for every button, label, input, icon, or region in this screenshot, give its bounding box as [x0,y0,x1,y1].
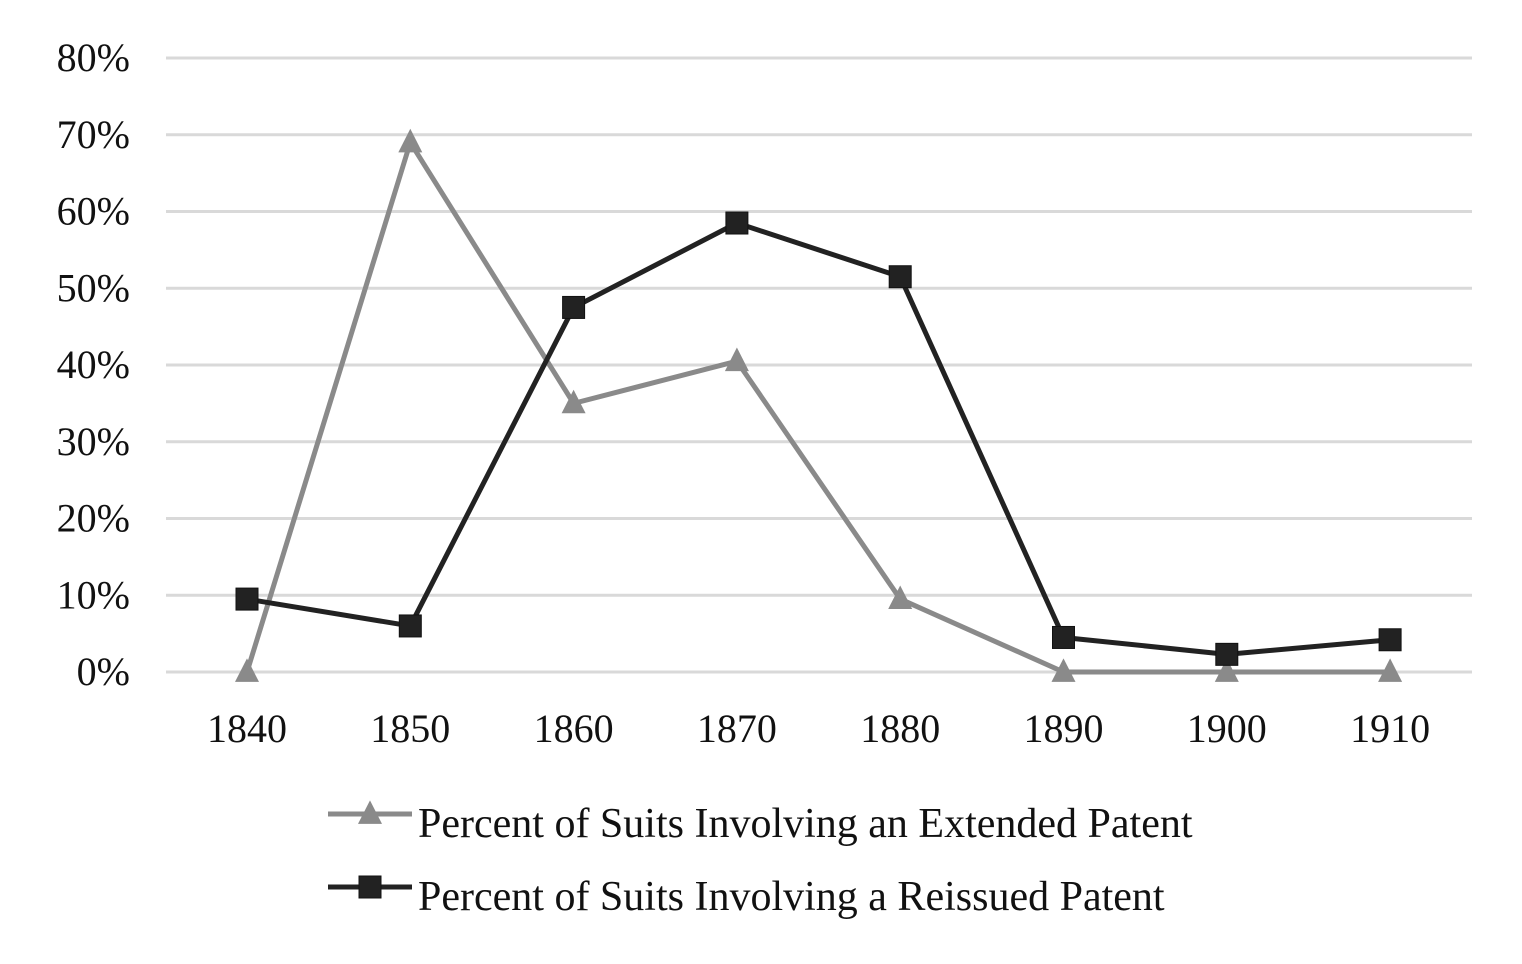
y-tick-label: 0% [77,649,130,694]
x-tick-label: 1850 [370,706,450,751]
y-tick-label: 20% [57,496,130,541]
data-point [724,347,749,372]
data-point [888,585,913,609]
gridlines [166,56,1472,674]
data-point [562,295,586,319]
data-point [235,587,259,611]
y-tick-label: 30% [57,419,130,464]
data-point [1215,642,1239,666]
series-line [244,220,1393,657]
y-tick-label: 70% [57,112,130,157]
data-point [888,265,912,289]
legend-item-1: Percent of Suits Involving an Extended P… [328,800,1193,847]
data-point [1214,658,1239,682]
series-lines [235,128,1403,682]
data-point [398,128,423,153]
legend-marker [358,800,382,824]
data-point [1378,658,1403,682]
y-axis-tick-labels: 0% 10% 20% 30% 40% 50% 60% 70% 80% [57,35,130,694]
data-point [725,211,749,235]
y-tick-label: 50% [57,265,130,310]
y-tick-label: 10% [57,572,130,617]
legend: Percent of Suits Involving an Extended P… [328,800,1193,920]
legend-label: Percent of Suits Involving an Extended P… [418,801,1193,847]
x-tick-label: 1860 [534,706,614,751]
legend-marker [358,875,382,899]
legend-label: Percent of Suits Involving a Reissued Pa… [418,874,1165,920]
data-point [1378,628,1402,652]
x-tick-label: 1910 [1350,706,1430,751]
data-point [398,614,422,638]
data-point [1051,658,1076,682]
x-tick-label: 1900 [1187,706,1267,751]
x-tick-label: 1880 [860,706,940,751]
x-axis-tick-labels: 1840 1850 1860 1870 1880 1890 1900 1910 [207,706,1430,751]
y-tick-label: 40% [57,342,130,387]
x-tick-label: 1870 [697,706,777,751]
x-tick-label: 1890 [1024,706,1104,751]
data-point [235,658,259,682]
series-line [244,139,1393,675]
series-2 [235,211,1402,666]
legend-item-2: Percent of Suits Involving a Reissued Pa… [328,874,1165,920]
y-tick-label: 80% [57,35,130,80]
series-1 [235,128,1403,682]
x-tick-label: 1840 [207,706,287,751]
y-tick-label: 60% [57,189,130,234]
data-point [1052,625,1075,649]
data-point [561,389,586,414]
